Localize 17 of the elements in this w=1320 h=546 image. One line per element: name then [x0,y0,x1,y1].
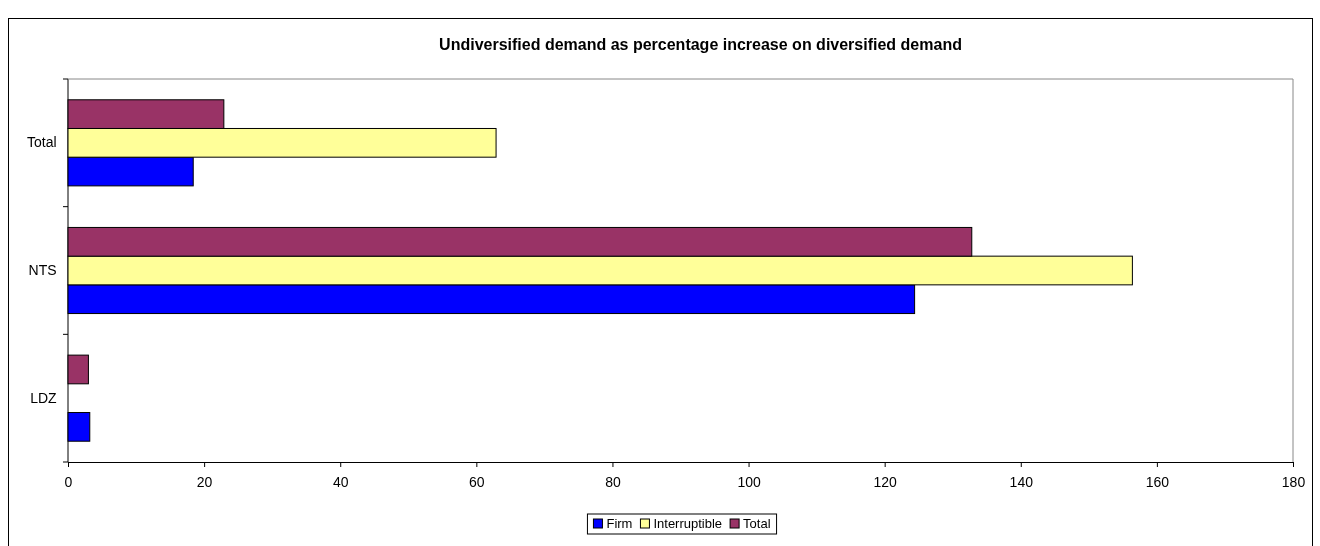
x-tick-label: 0 [64,473,73,490]
x-tick-label: 20 [196,473,213,490]
x-tick-label: 120 [873,473,898,490]
y-tick-label: Total [27,134,57,151]
legend-label: Firm [606,516,633,531]
x-tick-label: 140 [1009,473,1034,490]
legend-label: Total [743,516,771,531]
x-tick-label: 100 [737,473,761,490]
x-tick-label: 80 [605,473,621,490]
legend-label: Interruptible [653,516,723,531]
x-tick-label: 60 [469,473,485,490]
y-tick-label: NTS [28,261,57,278]
chart-title: Undiversified demand as percentage increase on diversified demand [439,36,962,53]
x-tick-label: 180 [1281,473,1306,490]
x-tick-label: 160 [1145,473,1170,490]
x-tick-label: 40 [332,473,349,490]
y-tick-label: LDZ [30,389,58,406]
